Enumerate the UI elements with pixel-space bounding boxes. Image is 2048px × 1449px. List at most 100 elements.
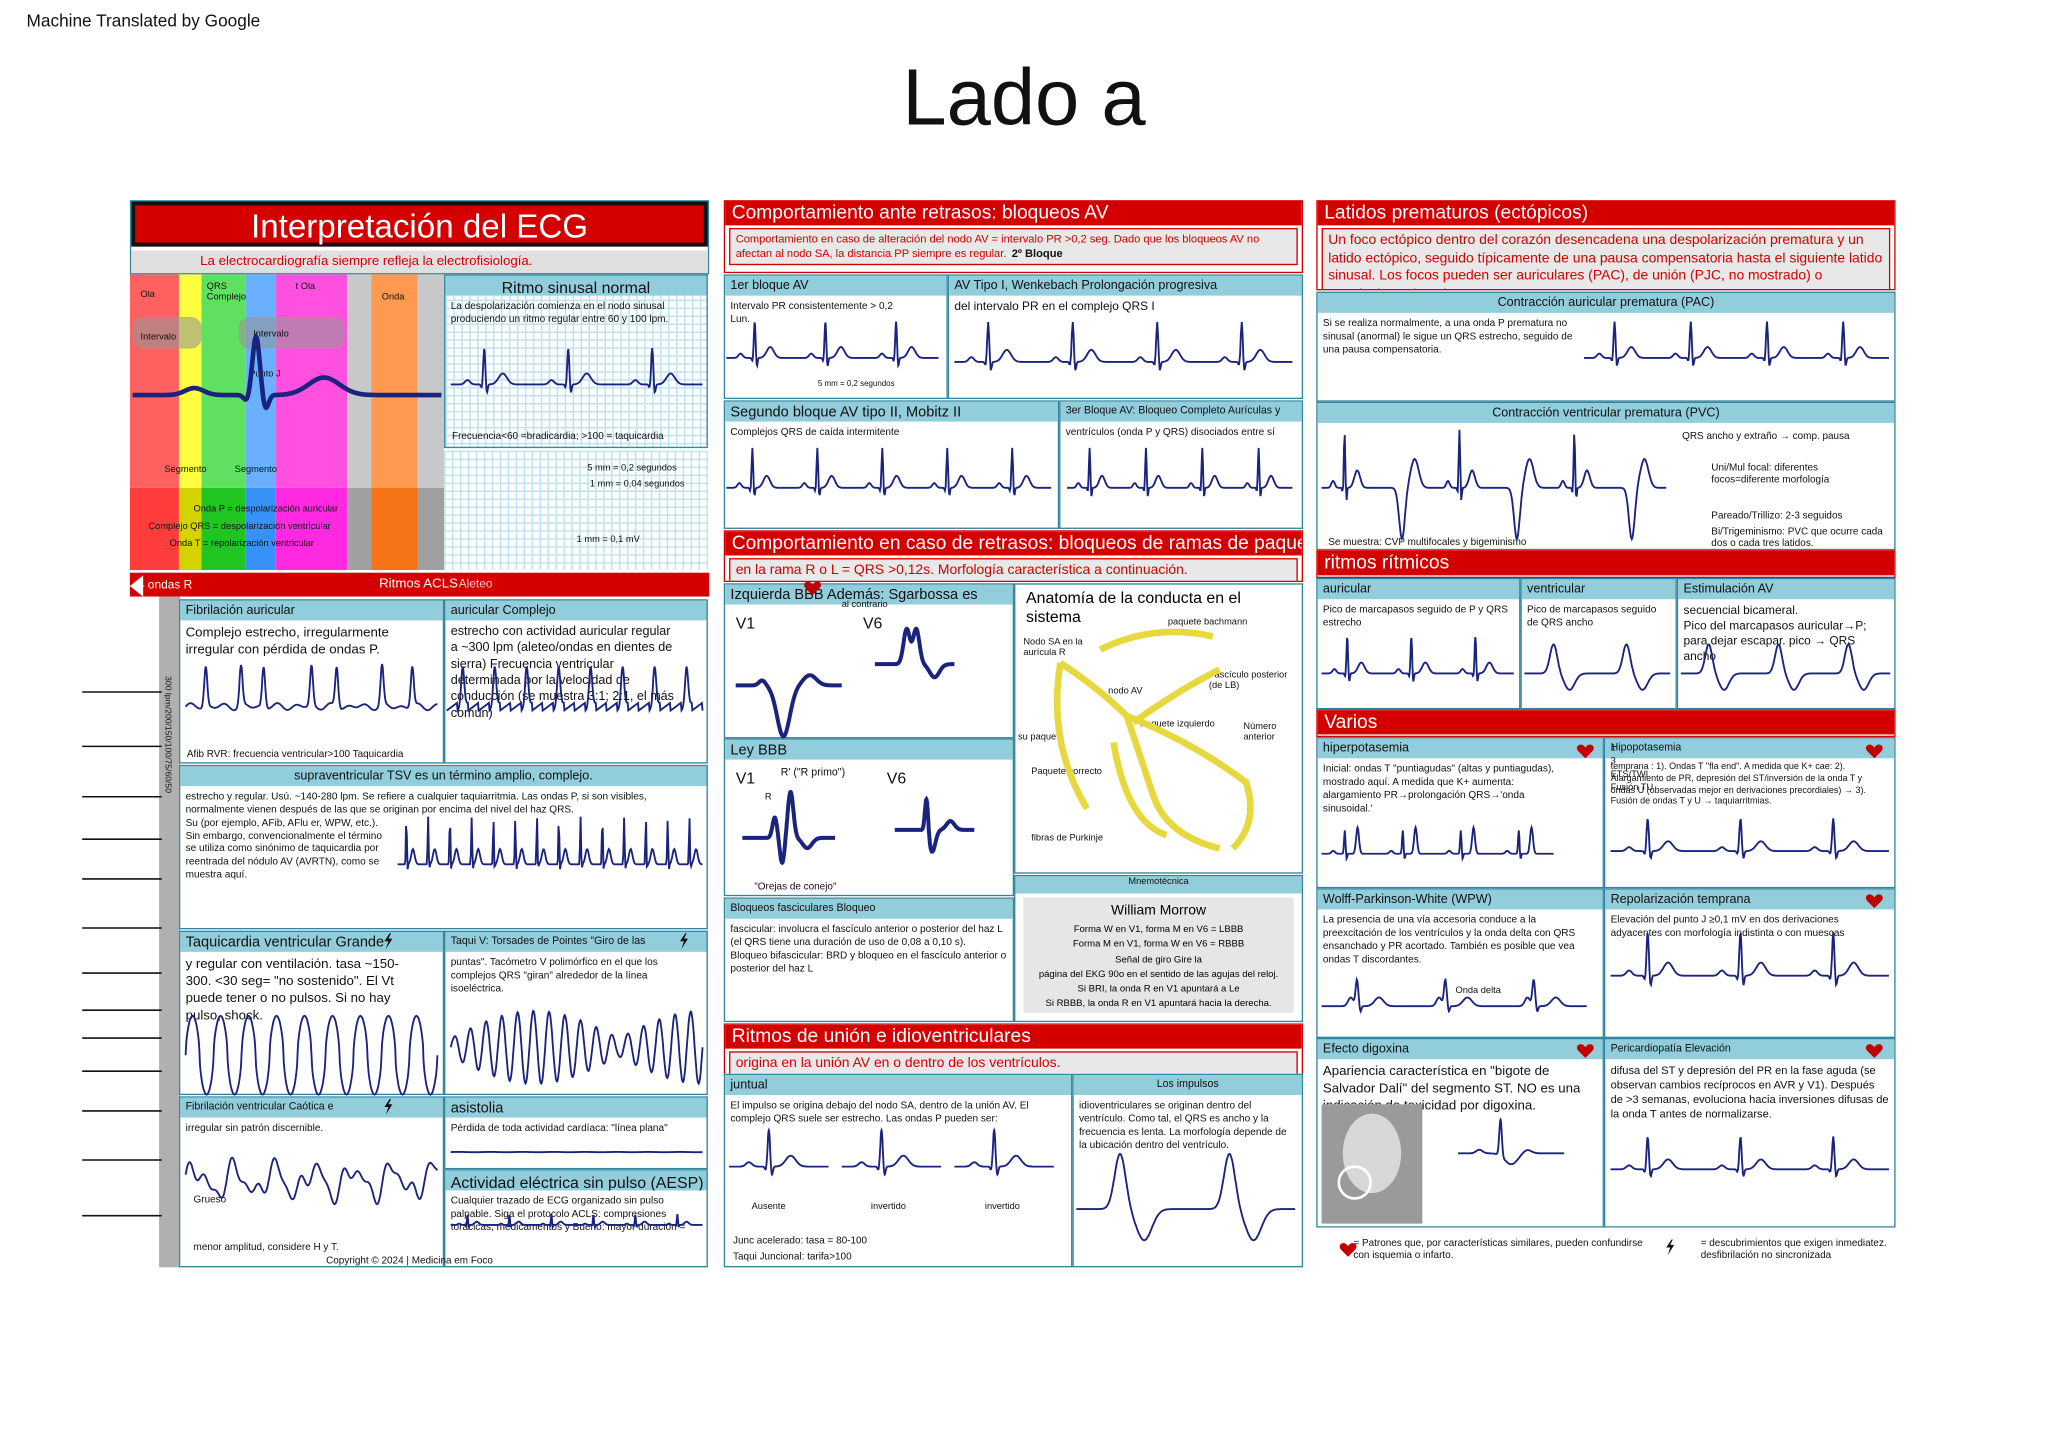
body-text: del intervalo PR en el complejo QRS I xyxy=(954,299,1155,313)
body-text: fascicular: involucra el fascículo anter… xyxy=(730,922,1003,948)
page-title: Lado a xyxy=(902,53,1146,142)
panel-body: estrecho y regular. Usú. ~140-280 lpm. S… xyxy=(180,786,706,885)
label: nodo AV xyxy=(1108,686,1143,696)
label: Nodo SA en la aurícula R xyxy=(1023,637,1083,659)
label: Aleteo xyxy=(458,576,493,590)
panel-title: Actividad eléctrica sin pulso (AESP) xyxy=(445,1170,707,1191)
axis-label: 300 lpm/200/150/100/75/60/50 xyxy=(163,676,173,794)
panel-body: Pico de marcapasos seguido de QRS ancho xyxy=(1522,599,1676,633)
label: Junc acelerado: tasa = 80-100 xyxy=(733,1234,868,1247)
panel-title: Ley BBB xyxy=(725,739,1013,760)
panel: auricular Complejo estrecho con actividad… xyxy=(444,599,708,764)
watermark: Machine Translated by Google xyxy=(26,10,261,31)
body-text: Pico de marcapasos seguido de QRS ancho xyxy=(1527,603,1657,629)
wave-band xyxy=(178,274,202,488)
panel-title: Fibrilación auricular xyxy=(180,600,443,621)
panel-title: Izquierda BBB Además: Sgarbossa es xyxy=(725,584,1013,605)
subtitle: La electrocardiografía siempre refleja l… xyxy=(131,250,708,274)
body-text: La despolarización comienza en el nodo s… xyxy=(450,299,669,325)
label: = Patrones que, por características simi… xyxy=(1353,1236,1643,1261)
label: fibras de Purkinje xyxy=(1031,833,1103,844)
panel: asistolia Pérdida de toda actividad cardí… xyxy=(444,1096,708,1170)
wave-band xyxy=(371,274,418,488)
panel-title: Hipopotasemia xyxy=(1605,738,1895,759)
body-text: estrecho con actividad auricular regular… xyxy=(450,624,674,721)
wave-band xyxy=(245,487,276,571)
wave-band xyxy=(129,274,179,488)
label: Bi/Trigeminismo: PVC que ocurre cada dos… xyxy=(1711,524,1883,549)
panel: Wolff-Parkinson-White (WPW) La presencia … xyxy=(1316,888,1604,1039)
panel-body: Si se realiza normalmente, a una onda P … xyxy=(1318,313,1594,360)
body-text: Inicial: ondas T "puntiagudas" (altas y … xyxy=(1322,762,1555,814)
panel: 1er bloque AV Intervalo PR consistentemen… xyxy=(723,274,948,400)
panel: 300 lpm/200/150/100/75/60/50 xyxy=(159,596,181,1268)
panel: ventricular Pico de marcapasos seguido de… xyxy=(1520,578,1677,710)
panel-title: supraventricular TSV es un término ampli… xyxy=(180,766,707,787)
panel: Taquicardia ventricular Grande y regular … xyxy=(178,930,445,1096)
label: "Orejas de conejo" xyxy=(754,880,837,893)
panel: Pericardiopatía Elevación difusa del ST y… xyxy=(1603,1038,1896,1228)
body-text: Apariencia característica en "bigote de … xyxy=(1322,1064,1581,1114)
panel-body: Inicial: ondas T "puntiagudas" (altas y … xyxy=(1318,758,1567,818)
panel: Mnemotécnica William Morrow Forma W en V1,… xyxy=(1014,874,1304,1023)
body-text: idioventriculares se originan dentro del… xyxy=(1079,1099,1287,1151)
label: QRS Complejo xyxy=(206,282,246,303)
section-note: Comportamiento en caso de alteración del… xyxy=(729,228,1298,265)
panel-title: Ritmo sinusal normal xyxy=(445,275,707,296)
label: V1 xyxy=(735,613,756,633)
label: su paquete xyxy=(1018,733,1064,743)
panel: Ola QRS Complejo t Ola Onda Intervalo Interva… xyxy=(129,274,445,571)
wave-band xyxy=(275,274,348,488)
label: menor amplitud, considere H y T. xyxy=(193,1240,339,1253)
panel-title: 1er bloque AV xyxy=(725,275,947,296)
section-note: origina en la unión AV en o dentro de lo… xyxy=(729,1051,1298,1074)
wave-band xyxy=(201,274,246,488)
body-text: Pico de marcapasos seguido de P y QRS es… xyxy=(1322,603,1508,629)
panel: = Patrones que, por características simi… xyxy=(1316,1227,1896,1268)
panel-body: La presencia de una vía accesoria conduc… xyxy=(1318,909,1603,969)
body-text: temprana : 1). Ondas T "fla end". A medi… xyxy=(1610,762,1866,807)
panel: juntual El impulso se origina debajo del … xyxy=(723,1073,1073,1268)
label: V1 xyxy=(735,768,756,788)
label: t Ola xyxy=(295,282,316,292)
body-text: Complejos QRS de caída intermitente xyxy=(730,425,900,438)
panel: Comportamiento ante retrasos: bloqueos A… xyxy=(723,200,1304,274)
body-text: puntas". Tacómetro V polimórfico en el q… xyxy=(450,955,658,994)
mnemonic-line: Si RBBB, la onda R en V1 apuntará hacia … xyxy=(1045,996,1272,1009)
label: 5 mm = 0,2 segundos xyxy=(587,463,677,474)
panel: Ritmo sinusal normal La despolarización c… xyxy=(444,274,708,449)
body-text: Lun. xyxy=(730,312,750,325)
panel-body: El impulso se origina debajo del nodo SA… xyxy=(725,1095,1071,1129)
note-text: 2º Bloque xyxy=(1011,246,1063,260)
label: 4 ondas R xyxy=(137,578,193,592)
panel-body: Pérdida de toda actividad cardíaca: "lín… xyxy=(445,1118,706,1139)
mnemonic-line: Forma W en V1, forma M en V6 = LBBB xyxy=(1073,923,1244,935)
section-title: Ritmos de unión e idioventriculares xyxy=(725,1024,1302,1049)
panel-title: Contracción auricular prematura (PAC) xyxy=(1317,292,1895,313)
wave-band xyxy=(245,274,276,488)
panel: Varios xyxy=(1316,709,1896,738)
wave-band xyxy=(275,487,348,571)
panel: Fibrilación auricular Complejo estrecho, … xyxy=(178,599,445,764)
panel-title: Mnemotécnica xyxy=(1015,876,1302,894)
panel-title: auricular xyxy=(1317,579,1520,600)
wave-band xyxy=(417,274,445,488)
label: V6 xyxy=(886,768,907,788)
label: Fusión TU xyxy=(1610,783,1654,793)
panel: Bloqueos fasciculares Bloqueo fascicular:… xyxy=(723,897,1015,1023)
label: 3 xyxy=(1610,756,1616,767)
label: 1 mm = 0,1 mV xyxy=(576,535,640,545)
panel: ritmos rítmicos xyxy=(1316,550,1896,579)
panel-body: Cualquier trazado de ECG organizado sin … xyxy=(445,1190,706,1237)
panel: hiperpotasemia Inicial: ondas T "puntiagu… xyxy=(1316,737,1604,889)
label: Paquete izquierdo xyxy=(1139,719,1215,730)
body-text: Si se realiza normalmente, a una onda P … xyxy=(1322,316,1573,355)
panel-body: del intervalo PR en el complejo QRS I xyxy=(949,296,1302,319)
panel-title: Efecto digoxina xyxy=(1317,1039,1603,1060)
panel: 3er Bloque AV: Bloqueo Completo Aurícula… xyxy=(1059,400,1304,529)
panel: 5 mm = 0,2 segundos 1 mm = 0,04 segundos 1… xyxy=(444,450,708,571)
mnemonic-line: Forma M en V1, forma W en V6 = RBBB xyxy=(1072,937,1245,950)
panel-body: irregular sin patrón discernible. xyxy=(180,1118,442,1139)
label: Complejo QRS = despolarización ventricul… xyxy=(148,522,331,532)
